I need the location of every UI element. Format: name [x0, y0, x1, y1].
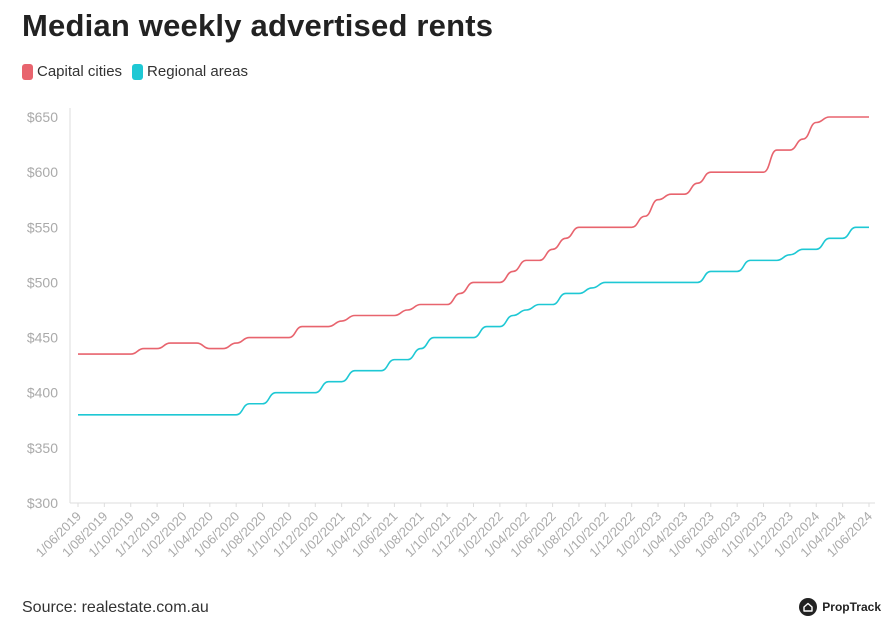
legend-label-regional-areas: Regional areas — [147, 63, 248, 80]
y-tick-label: $350 — [27, 440, 58, 456]
chart-title: Median weekly advertised rents — [22, 8, 494, 43]
legend-item-regional-areas[interactable]: Regional areas — [132, 63, 248, 80]
legend-swatch-capital-cities — [22, 63, 33, 80]
y-tick-label: $400 — [27, 385, 58, 401]
proptrack-logo: PropTrack — [799, 598, 881, 616]
source-note: Source: realestate.com.au — [22, 599, 209, 616]
legend: Capital cities Regional areas — [22, 63, 248, 80]
y-tick-label: $500 — [27, 274, 58, 290]
legend-label-capital-cities: Capital cities — [37, 63, 123, 80]
y-tick-label: $450 — [27, 330, 58, 346]
y-tick-label: $550 — [27, 219, 58, 235]
legend-swatch-regional-areas — [132, 63, 144, 80]
house-icon — [799, 598, 818, 616]
series-line-regional-areas — [78, 226, 869, 416]
brand-name: PropTrack — [822, 600, 881, 614]
legend-item-capital-cities[interactable]: Capital cities — [22, 63, 122, 80]
y-tick-label: $600 — [27, 164, 58, 180]
y-tick-label: $300 — [27, 495, 58, 511]
y-tick-label: $650 — [27, 109, 58, 125]
series-line-capital-cities — [78, 116, 869, 355]
